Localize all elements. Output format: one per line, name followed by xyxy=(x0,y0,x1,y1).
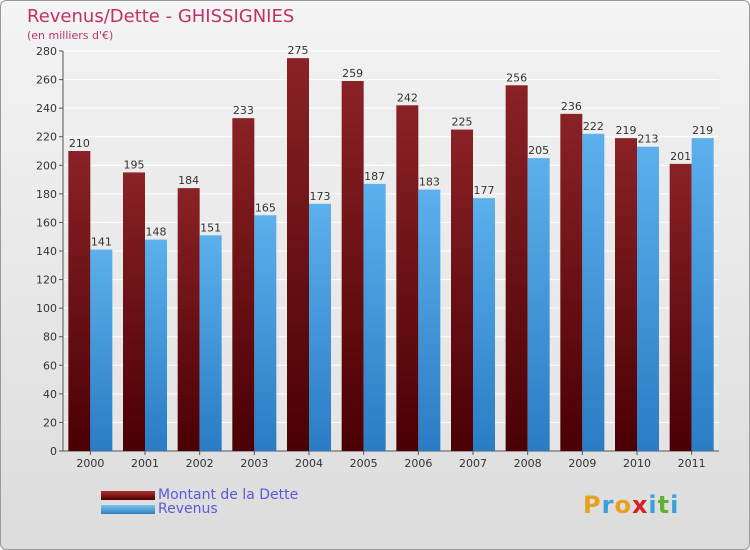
bar-revenus xyxy=(691,138,714,451)
y-tick-label: 100 xyxy=(36,302,57,315)
y-tick-label: 120 xyxy=(36,274,57,287)
data-label: 236 xyxy=(561,100,582,113)
x-tick-label: 2001 xyxy=(131,457,159,470)
y-tick-label: 20 xyxy=(43,416,57,429)
data-label: 183 xyxy=(419,176,440,189)
bar-revenus xyxy=(90,249,113,451)
logo-letter: i xyxy=(648,491,658,519)
y-tick-label: 180 xyxy=(36,188,57,201)
data-label: 213 xyxy=(638,133,659,146)
x-tick-label: 2002 xyxy=(186,457,214,470)
bar-revenus xyxy=(363,183,386,451)
bar-dette xyxy=(615,138,637,451)
logo-letter: o xyxy=(614,491,632,519)
legend-swatch-revenus xyxy=(101,504,155,514)
data-label: 219 xyxy=(692,124,713,137)
chart-title: Revenus/Dette - GHISSIGNIES xyxy=(27,6,295,27)
x-tick-label: 2010 xyxy=(623,457,651,470)
data-label: 225 xyxy=(452,116,473,129)
y-tick-label: 60 xyxy=(43,359,57,372)
logo-letter: t xyxy=(657,491,671,519)
data-label: 141 xyxy=(91,236,112,249)
data-label: 151 xyxy=(200,221,221,234)
bar-revenus xyxy=(199,235,222,451)
bar-dette xyxy=(68,151,91,451)
y-tick-label: 140 xyxy=(36,245,57,258)
data-label: 219 xyxy=(616,124,637,137)
data-label: 242 xyxy=(397,91,418,104)
x-tick-label: 2008 xyxy=(514,457,542,470)
logo-letter: i xyxy=(670,491,680,519)
data-label: 173 xyxy=(310,190,331,203)
y-tick-label: 240 xyxy=(36,102,57,115)
data-label: 256 xyxy=(506,71,527,84)
bar-revenus xyxy=(637,146,659,451)
bar-dette xyxy=(396,105,419,452)
data-label: 165 xyxy=(255,201,276,214)
bar-dette xyxy=(341,81,364,451)
bar-revenus xyxy=(254,215,277,451)
bar-revenus xyxy=(527,158,550,451)
logo-letter: x xyxy=(631,491,649,519)
x-tick-label: 2004 xyxy=(295,457,323,470)
data-label: 187 xyxy=(364,170,385,183)
legend-label-dette: Montant de la Dette xyxy=(158,487,299,503)
y-tick-label: 80 xyxy=(43,331,57,344)
y-tick-label: 200 xyxy=(36,159,57,172)
bar-dette xyxy=(232,118,255,452)
proxiti-logo: Proxiti xyxy=(583,491,679,519)
bar-dette xyxy=(177,188,200,451)
bar-revenus xyxy=(418,189,441,452)
data-label: 259 xyxy=(342,67,363,80)
y-tick-label: 280 xyxy=(36,45,57,58)
y-tick-label: 0 xyxy=(50,445,57,458)
x-tick-label: 2007 xyxy=(459,457,487,470)
bar-dette xyxy=(560,113,583,451)
x-tick-label: 2009 xyxy=(568,457,596,470)
data-label: 201 xyxy=(670,150,691,163)
x-tick-label: 2000 xyxy=(76,457,104,470)
data-label: 205 xyxy=(528,144,549,157)
bar-dette xyxy=(123,172,145,451)
y-tick-label: 260 xyxy=(36,74,57,87)
data-label: 195 xyxy=(124,158,145,171)
data-label: 148 xyxy=(146,226,167,239)
logo-letter: r xyxy=(601,491,615,519)
x-tick-label: 2003 xyxy=(240,457,268,470)
bar-revenus xyxy=(145,239,167,451)
legend-item-revenus: Revenus xyxy=(101,501,218,517)
bar-revenus xyxy=(309,203,331,451)
legend-swatch-dette xyxy=(101,490,155,500)
data-label: 210 xyxy=(69,137,90,150)
data-label: 275 xyxy=(288,44,309,57)
x-tick-label: 2011 xyxy=(678,457,706,470)
data-label: 233 xyxy=(233,104,254,117)
y-tick-label: 40 xyxy=(43,388,57,401)
x-tick-label: 2006 xyxy=(404,457,432,470)
data-label: 222 xyxy=(583,120,604,133)
bar-dette xyxy=(505,85,528,452)
bar-dette xyxy=(287,58,309,452)
logo-letter: P xyxy=(583,491,602,519)
x-tick-label: 2005 xyxy=(350,457,378,470)
legend-item-dette: Montant de la Dette xyxy=(101,487,298,503)
chart-subtitle: (en milliers d'€) xyxy=(27,29,114,42)
bar-dette xyxy=(669,163,692,451)
bar-revenus xyxy=(582,133,605,451)
bar-revenus xyxy=(473,198,495,451)
legend-label-revenus: Revenus xyxy=(158,501,218,517)
data-label: 177 xyxy=(474,184,495,197)
y-tick-label: 220 xyxy=(36,131,57,144)
data-label: 184 xyxy=(178,174,199,187)
bar-dette xyxy=(451,129,473,452)
y-tick-label: 160 xyxy=(36,216,57,229)
